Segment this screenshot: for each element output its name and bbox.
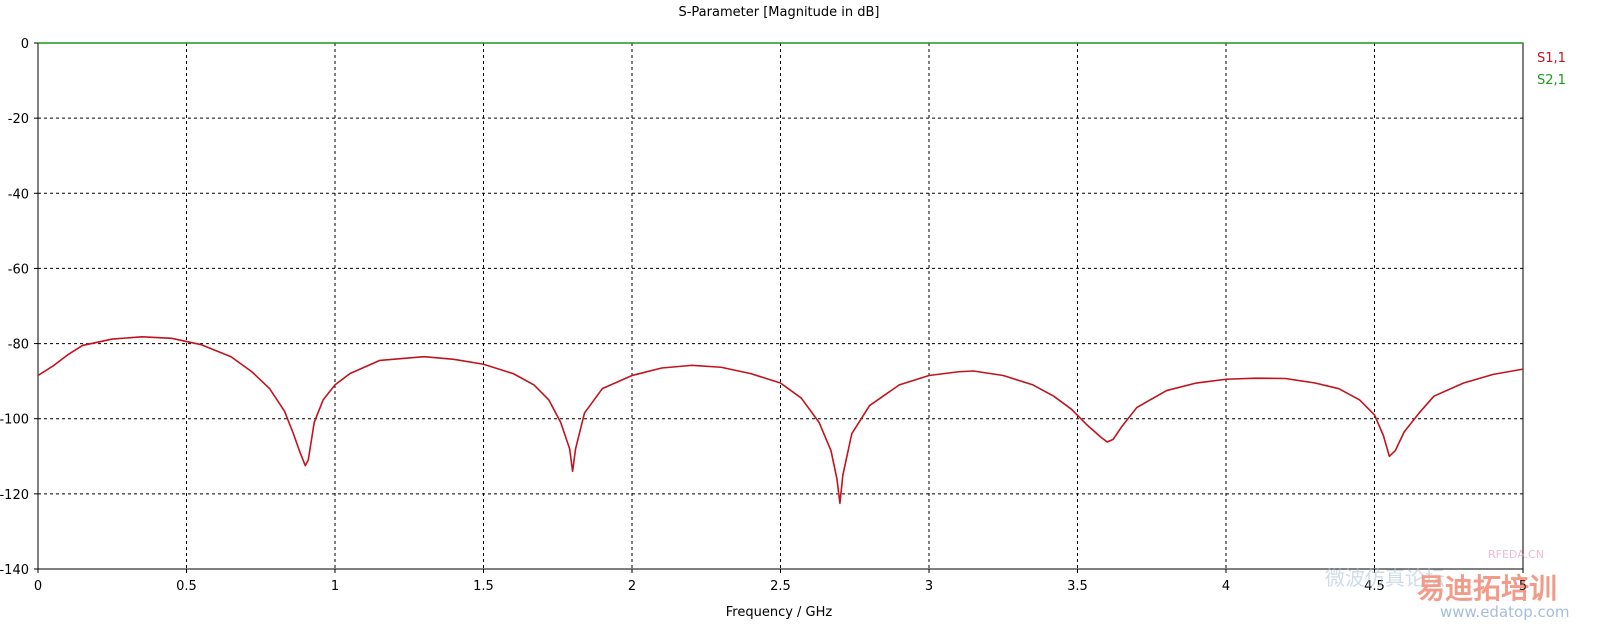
x-axis-label: Frequency / GHz xyxy=(726,605,833,620)
x-tick-label: 3 xyxy=(925,579,933,594)
x-tick-label: 1 xyxy=(331,579,339,594)
grid-lines xyxy=(38,43,1523,569)
x-tick-label: 0 xyxy=(34,579,42,594)
y-tick-label: -60 xyxy=(8,262,29,277)
watermark-edatop-url: www.edatop.com xyxy=(1440,603,1570,621)
x-tick-label: 1.5 xyxy=(473,579,494,594)
y-tick-label: -100 xyxy=(0,413,29,428)
x-tick-label: 2 xyxy=(628,579,636,594)
legend-entry: S1,1 xyxy=(1537,51,1566,66)
y-tick-label: -40 xyxy=(8,187,29,202)
chart-title: S-Parameter [Magnitude in dB] xyxy=(678,5,879,20)
x-tick-label: 2.5 xyxy=(770,579,791,594)
y-tick-label: -120 xyxy=(0,488,29,503)
series-lines xyxy=(37,42,1524,505)
watermark-edatop-cn: 易迪拓培训 xyxy=(1417,572,1557,605)
watermark-rfeda: RFEDA.CN xyxy=(1488,548,1544,561)
x-tick-label: 3.5 xyxy=(1067,579,1088,594)
watermark: RFEDA.CN 微波仿真论坛 易迪拓培训 www.edatop.com xyxy=(1325,548,1570,621)
watermark-forum: 微波仿真论坛 xyxy=(1325,566,1445,590)
y-tick-label: -80 xyxy=(8,338,29,353)
y-tick-label: -20 xyxy=(8,112,29,127)
y-tick-label: -140 xyxy=(0,563,29,578)
series-line-s1-1 xyxy=(37,336,1524,505)
x-tick-label: 5 xyxy=(1519,579,1527,594)
legend-entry: S2,1 xyxy=(1537,73,1566,88)
legend: S1,1 S2,1 xyxy=(1537,51,1566,88)
x-tick-label: 4 xyxy=(1222,579,1230,594)
axis-ticks: 0 0.5 1 1.5 2 2.5 3 3.5 4 4.5 5 0 -20 -40 -60 -80 -100 -1… xyxy=(0,37,1527,594)
y-tick-label: 0 xyxy=(21,37,29,52)
x-tick-label: 4.5 xyxy=(1364,579,1385,594)
x-tick-label: 0.5 xyxy=(176,579,197,594)
